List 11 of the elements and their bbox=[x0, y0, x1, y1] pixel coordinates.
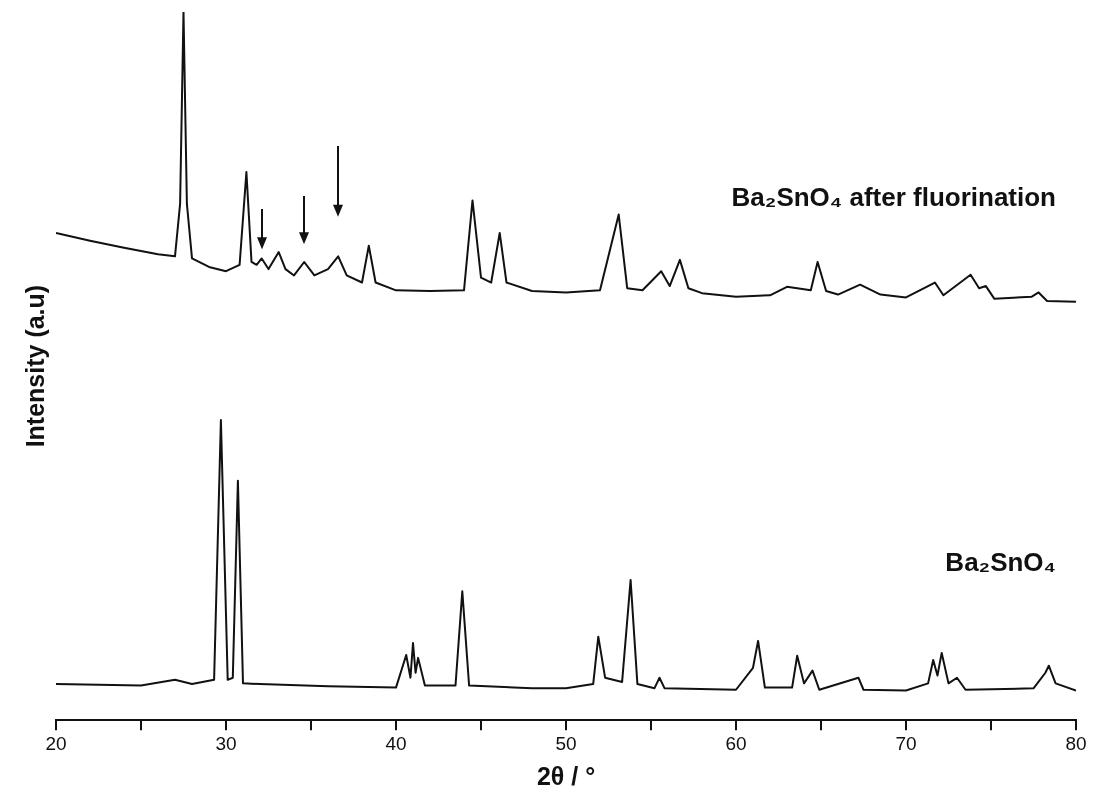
x-tick-label: 80 bbox=[1065, 732, 1087, 754]
x-tick-label: 40 bbox=[385, 732, 407, 754]
x-tick-label: 70 bbox=[895, 732, 917, 754]
y-axis-title: Intensity (a.u) bbox=[20, 284, 49, 448]
text: Ba₂SnO₄ bbox=[945, 547, 1056, 578]
x-tick-label: 20 bbox=[45, 732, 67, 754]
text: Ba₂SnO₄ after fluorination bbox=[731, 181, 1056, 212]
x-tick-label: 50 bbox=[555, 732, 577, 754]
x-tick-label: 60 bbox=[725, 732, 747, 754]
x-axis-title: 2θ / ° bbox=[536, 761, 596, 790]
x-tick-label: 30 bbox=[215, 732, 237, 754]
